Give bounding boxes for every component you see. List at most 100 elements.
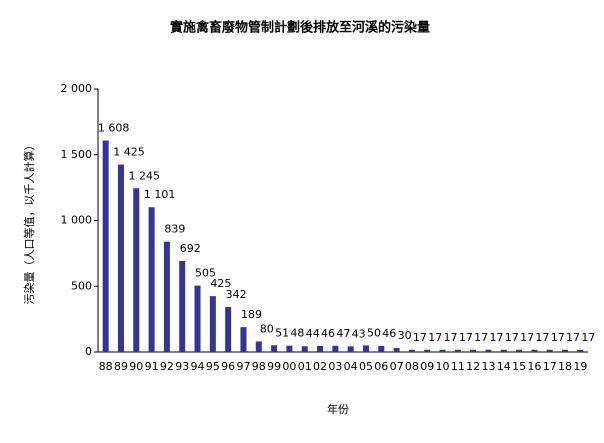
y-tick-label: 2 000 xyxy=(61,82,93,95)
bar xyxy=(102,140,109,352)
y-tick-label: 500 xyxy=(71,279,92,292)
y-tick-label: 1 500 xyxy=(61,148,93,161)
x-tick-label: 10 xyxy=(436,360,450,373)
value-label: 17 xyxy=(489,331,503,344)
value-label: 425 xyxy=(210,277,231,290)
value-label: 46 xyxy=(321,327,335,340)
x-tick-label: 12 xyxy=(466,360,480,373)
bar xyxy=(148,207,155,352)
x-tick-label: 88 xyxy=(99,360,113,373)
value-label: 189 xyxy=(241,308,262,321)
x-tick-label: 01 xyxy=(298,360,312,373)
bar xyxy=(286,345,293,352)
x-tick-label: 11 xyxy=(451,360,465,373)
value-label: 17 xyxy=(444,331,458,344)
x-tick-label: 99 xyxy=(267,360,281,373)
x-tick-label: 09 xyxy=(420,360,434,373)
bar xyxy=(408,349,415,352)
x-tick-label: 05 xyxy=(359,360,373,373)
x-tick-label: 18 xyxy=(558,360,572,373)
value-label: 44 xyxy=(306,327,320,340)
bar xyxy=(577,349,584,352)
bar xyxy=(301,346,308,352)
value-label: 342 xyxy=(226,288,247,301)
x-tick-label: 19 xyxy=(573,360,587,373)
bar xyxy=(317,345,324,352)
y-tick-label: 0 xyxy=(85,345,92,358)
bar xyxy=(470,349,477,352)
bar xyxy=(516,349,523,352)
value-label: 43 xyxy=(352,327,366,340)
x-tick-label: 90 xyxy=(129,360,143,373)
value-label: 505 xyxy=(195,267,216,280)
chart-title: 實施禽畜廢物管制計劃後排放至河溪的污染量 xyxy=(170,20,430,36)
x-tick-label: 15 xyxy=(512,360,526,373)
bar xyxy=(209,296,216,352)
bar xyxy=(378,345,385,352)
y-axis-label: 污染量（人口等值，以千人計算） xyxy=(22,140,36,305)
value-label: 692 xyxy=(180,242,201,255)
value-label: 46 xyxy=(382,327,396,340)
bar xyxy=(117,164,124,352)
value-label: 17 xyxy=(474,331,488,344)
y-tick-label: 1 000 xyxy=(61,214,93,227)
x-tick-label: 00 xyxy=(282,360,296,373)
bar xyxy=(562,349,569,352)
value-label: 1 245 xyxy=(129,169,161,182)
bar xyxy=(133,188,140,352)
value-label: 51 xyxy=(275,326,289,339)
bar xyxy=(255,341,262,352)
x-tick-label: 93 xyxy=(175,360,189,373)
bar xyxy=(347,346,354,352)
x-tick-label: 07 xyxy=(390,360,404,373)
value-label: 17 xyxy=(413,331,427,344)
x-tick-label: 92 xyxy=(160,360,174,373)
x-tick-label: 98 xyxy=(252,360,266,373)
x-tick-label: 04 xyxy=(344,360,358,373)
value-label: 839 xyxy=(164,223,185,236)
x-tick-label: 14 xyxy=(497,360,511,373)
bar xyxy=(439,349,446,352)
x-tick-label: 06 xyxy=(374,360,388,373)
value-label: 1 425 xyxy=(113,146,145,159)
bar xyxy=(225,307,232,352)
x-tick-label: 89 xyxy=(114,360,128,373)
value-label: 17 xyxy=(566,331,580,344)
x-axis-label: 年份 xyxy=(327,402,349,416)
x-tick-label: 03 xyxy=(328,360,342,373)
x-tick-label: 96 xyxy=(221,360,235,373)
value-label: 50 xyxy=(367,326,381,339)
value-label: 80 xyxy=(260,322,274,335)
value-label: 17 xyxy=(459,331,473,344)
x-tick-label: 97 xyxy=(236,360,250,373)
x-tick-label: 94 xyxy=(191,360,205,373)
bar xyxy=(500,349,507,352)
x-tick-label: 16 xyxy=(527,360,541,373)
bar xyxy=(332,345,339,352)
value-label: 1 101 xyxy=(144,188,176,201)
value-label: 17 xyxy=(505,331,519,344)
value-label: 17 xyxy=(428,331,442,344)
value-label: 17 xyxy=(551,331,565,344)
value-label: 48 xyxy=(290,327,304,340)
x-tick-label: 95 xyxy=(206,360,220,373)
bar xyxy=(163,241,170,352)
x-tick-label: 17 xyxy=(543,360,557,373)
value-label: 17 xyxy=(535,331,549,344)
bar xyxy=(393,348,400,352)
bar xyxy=(271,345,278,352)
bar xyxy=(179,261,186,352)
x-tick-label: 13 xyxy=(481,360,495,373)
x-tick-label: 91 xyxy=(145,360,159,373)
bar xyxy=(454,349,461,352)
bar xyxy=(194,285,201,352)
bar xyxy=(240,327,247,352)
bar xyxy=(546,349,553,352)
bar xyxy=(531,349,538,352)
x-tick-label: 08 xyxy=(405,360,419,373)
value-label: 30 xyxy=(398,329,412,342)
bar xyxy=(424,349,431,352)
value-label: 17 xyxy=(581,331,595,344)
bar xyxy=(362,345,369,352)
